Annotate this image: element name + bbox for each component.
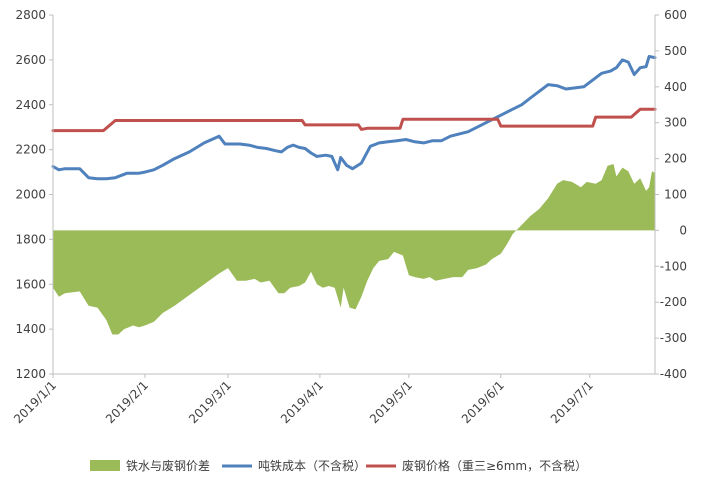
- x-tick-label: 2019/5/1: [367, 378, 415, 426]
- x-tick-label: 2019/3/1: [186, 378, 234, 426]
- y-axis-right: -400 -300 -200 -100 0 100 200 300 400 500 600: [655, 8, 687, 381]
- legend-label: 废钢价格（重三≥6mm，不含税）: [402, 458, 587, 473]
- y-right-tick-label: -100: [660, 259, 687, 273]
- x-tick-label: 2019/2/1: [103, 378, 151, 426]
- legend-label: 铁水与废钢价差: [126, 458, 210, 473]
- y-left-tick-label: 1400: [15, 322, 46, 336]
- y-right-tick-label: 0: [679, 223, 687, 237]
- y-left-tick-label: 2000: [15, 188, 46, 202]
- y-right-tick-label: 400: [664, 80, 687, 94]
- x-tick-label: 2019/4/1: [278, 378, 326, 426]
- y-left-tick-label: 2200: [15, 143, 46, 157]
- y-right-tick-label: 200: [664, 152, 687, 166]
- y-right-tick-label: 600: [664, 8, 687, 22]
- line-layer: [51, 55, 657, 181]
- x-tick-label: 2019/7/1: [548, 378, 596, 426]
- x-tick-label: 2019/6/1: [459, 378, 507, 426]
- spread-area-layer: [53, 164, 655, 335]
- legend-label: 吨铁成本（不含税）: [258, 458, 366, 473]
- y-right-tick-label: -300: [660, 331, 687, 345]
- legend-swatch-area: [90, 460, 120, 471]
- y-right-tick-label: 100: [664, 188, 687, 202]
- y-right-tick-label: 500: [664, 44, 687, 58]
- y-right-tick-label: -200: [660, 295, 687, 309]
- series-line-scrap-price: [51, 107, 657, 133]
- y-right-tick-label: -400: [660, 367, 687, 381]
- y-left-tick-label: 1800: [15, 232, 46, 246]
- y-left-tick-label: 2400: [15, 98, 46, 112]
- series-line-iron-cost: [51, 55, 657, 181]
- y-left-tick-label: 1200: [15, 367, 46, 381]
- x-axis: 2019/1/1 2019/2/1 2019/3/1 2019/4/1 2019/5/1…: [11, 374, 596, 426]
- legend: 铁水与废钢价差 吨铁成本（不含税） 废钢价格（重三≥6mm，不含税）: [90, 458, 587, 473]
- series-area-spread: [53, 164, 655, 335]
- y-left-tick-label: 2800: [15, 8, 46, 22]
- y-right-tick-label: 300: [664, 116, 687, 130]
- y-left-tick-label: 1600: [15, 277, 46, 291]
- y-axis-left: 1200 1400 1600 1800 2000 2200 2400 2600 2800: [15, 8, 53, 381]
- y-left-tick-label: 2600: [15, 53, 46, 67]
- x-tick-label: 2019/1/1: [11, 378, 59, 426]
